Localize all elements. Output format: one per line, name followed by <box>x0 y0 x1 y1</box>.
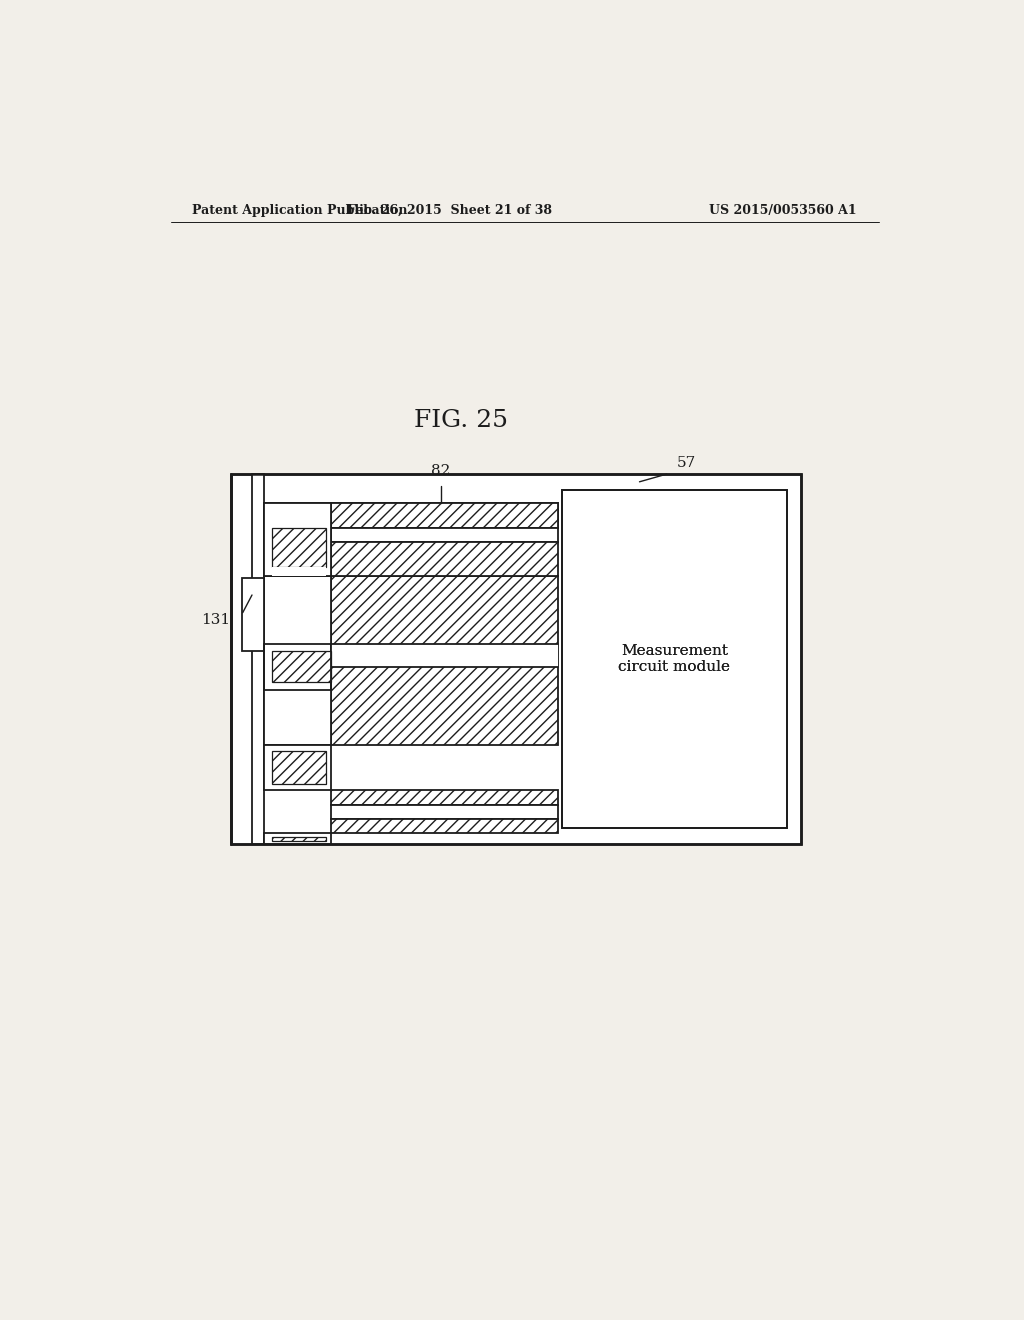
Bar <box>562 490 786 829</box>
Text: Feb. 26, 2015  Sheet 21 of 38: Feb. 26, 2015 Sheet 21 of 38 <box>347 205 552 218</box>
Bar <box>263 503 331 576</box>
Bar <box>331 644 558 667</box>
Bar <box>331 789 558 805</box>
Text: 131: 131 <box>201 614 230 627</box>
Text: Measurement
circuit module: Measurement circuit module <box>618 644 730 675</box>
Text: Measurement
circuit module: Measurement circuit module <box>618 644 730 675</box>
Bar <box>231 474 801 843</box>
Text: US 2015/0053560 A1: US 2015/0053560 A1 <box>710 205 857 218</box>
Text: 82: 82 <box>431 463 451 478</box>
Text: Patent Application Publication: Patent Application Publication <box>191 205 408 218</box>
Bar <box>331 543 558 576</box>
Bar <box>263 644 331 689</box>
Bar <box>272 566 326 576</box>
Bar <box>272 837 326 841</box>
Bar <box>272 751 326 784</box>
Bar <box>331 818 558 833</box>
Text: FIG. 25: FIG. 25 <box>415 409 508 432</box>
Bar <box>562 490 786 829</box>
Bar <box>231 474 801 843</box>
Bar <box>331 503 558 528</box>
Bar <box>263 744 331 789</box>
Bar <box>331 576 558 744</box>
Bar <box>263 833 331 843</box>
Bar <box>331 528 558 541</box>
Bar <box>263 576 331 744</box>
Bar <box>272 528 326 566</box>
Bar <box>252 474 263 843</box>
Text: 57: 57 <box>677 457 695 470</box>
Bar <box>263 503 558 528</box>
Bar <box>331 805 558 818</box>
Bar <box>242 578 263 651</box>
Bar <box>272 651 331 682</box>
